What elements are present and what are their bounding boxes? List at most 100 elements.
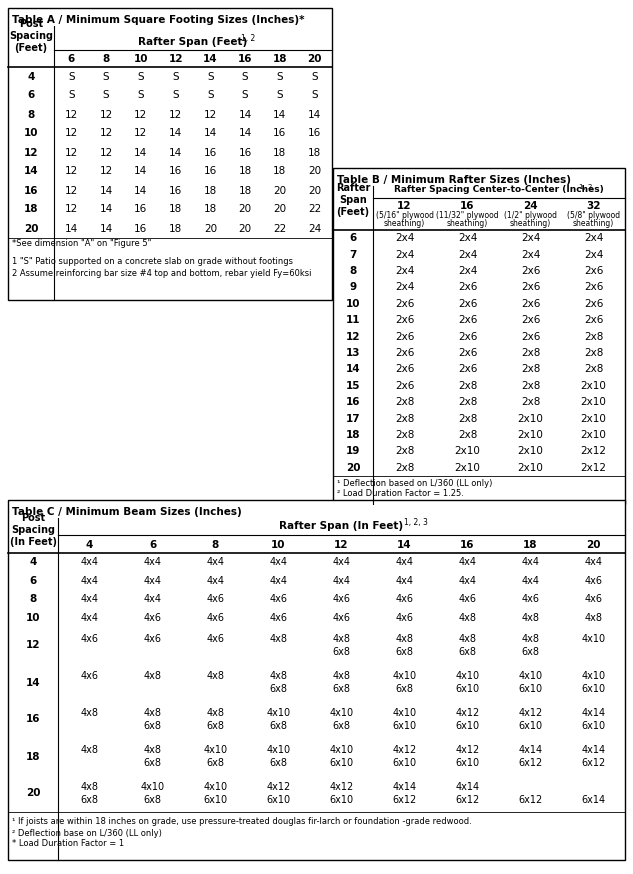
- Text: 6x8: 6x8: [332, 647, 351, 656]
- Text: 4x4: 4x4: [206, 558, 225, 567]
- Text: S: S: [207, 72, 214, 81]
- Text: 4x6: 4x6: [332, 594, 351, 604]
- Text: 6x14: 6x14: [582, 794, 606, 805]
- Text: 4x6: 4x6: [458, 594, 477, 604]
- Text: 14: 14: [99, 205, 113, 214]
- Text: 4x8: 4x8: [522, 635, 539, 644]
- Text: 14: 14: [346, 364, 360, 374]
- Text: 20: 20: [346, 463, 360, 473]
- Text: S: S: [172, 72, 179, 81]
- Text: 4x6: 4x6: [206, 594, 225, 604]
- Text: 22: 22: [308, 205, 322, 214]
- Text: 4x12: 4x12: [329, 782, 354, 792]
- Text: Post
Spacing
(In Feet): Post Spacing (In Feet): [9, 513, 56, 546]
- Text: 16: 16: [346, 397, 360, 407]
- Text: 2x8: 2x8: [584, 364, 603, 374]
- Text: 16: 16: [308, 128, 322, 138]
- Text: 2x10: 2x10: [580, 397, 606, 407]
- Text: 4x6: 4x6: [584, 576, 603, 586]
- Text: 4x4: 4x4: [396, 558, 413, 567]
- Text: 16: 16: [134, 224, 147, 233]
- Text: 4x8: 4x8: [458, 613, 477, 623]
- Text: 4x8: 4x8: [144, 746, 161, 755]
- Text: 4x10: 4x10: [329, 746, 354, 755]
- Text: 14: 14: [397, 540, 412, 550]
- Text: 4x8: 4x8: [332, 635, 351, 644]
- Text: 12: 12: [99, 109, 113, 120]
- Text: 2x8: 2x8: [521, 348, 540, 358]
- Text: 2x12: 2x12: [580, 463, 606, 473]
- Text: 12: 12: [346, 331, 360, 342]
- Text: (11/32" plywood: (11/32" plywood: [436, 211, 499, 219]
- Text: 2x4: 2x4: [395, 266, 414, 276]
- Text: 6: 6: [27, 91, 35, 101]
- Text: 12: 12: [65, 185, 78, 196]
- Text: 4x4: 4x4: [80, 558, 99, 567]
- Text: 4x8: 4x8: [458, 635, 477, 644]
- Text: 2x6: 2x6: [521, 331, 540, 342]
- Text: 4x4: 4x4: [270, 576, 287, 586]
- Text: 20: 20: [26, 788, 41, 799]
- Text: 2x6: 2x6: [395, 364, 414, 374]
- Text: 4x6: 4x6: [522, 594, 539, 604]
- Text: 18: 18: [308, 148, 322, 157]
- Text: 20: 20: [24, 224, 38, 233]
- Text: 14: 14: [99, 185, 113, 196]
- Text: 12: 12: [65, 148, 78, 157]
- Text: 18: 18: [169, 224, 182, 233]
- Text: 11: 11: [346, 316, 360, 325]
- Text: 2x4: 2x4: [458, 233, 477, 243]
- Text: 2x4: 2x4: [521, 250, 540, 260]
- Text: 12: 12: [134, 128, 147, 138]
- Text: 2x10: 2x10: [454, 447, 480, 456]
- Text: 20: 20: [204, 224, 217, 233]
- Text: 2x6: 2x6: [458, 316, 477, 325]
- Text: 4x6: 4x6: [206, 613, 225, 623]
- Text: 18: 18: [346, 430, 360, 440]
- Text: 6x8: 6x8: [332, 683, 351, 694]
- Text: 2x6: 2x6: [458, 348, 477, 358]
- Text: ¹ If joists are within 18 inches on grade, use pressure-treated douglas fir-larc: ¹ If joists are within 18 inches on grad…: [12, 817, 472, 827]
- Text: 2x8: 2x8: [521, 397, 540, 407]
- Text: 2x6: 2x6: [584, 316, 603, 325]
- Text: 2x8: 2x8: [584, 331, 603, 342]
- Text: Rafter
Span
(Feet): Rafter Span (Feet): [336, 184, 370, 217]
- Text: 2x6: 2x6: [458, 282, 477, 293]
- Text: 4x4: 4x4: [80, 576, 99, 586]
- Text: 4x4: 4x4: [270, 558, 287, 567]
- Text: 1, 2, 3: 1, 2, 3: [403, 518, 427, 528]
- Text: 2x6: 2x6: [521, 299, 540, 309]
- Text: 4x8: 4x8: [144, 671, 161, 681]
- Text: 15: 15: [346, 381, 360, 391]
- Text: 12: 12: [26, 641, 41, 650]
- Text: 14: 14: [99, 224, 113, 233]
- Text: 10: 10: [346, 299, 360, 309]
- Text: 6x12: 6x12: [518, 794, 542, 805]
- Text: 20: 20: [273, 185, 287, 196]
- Text: 4x14: 4x14: [582, 746, 606, 755]
- Text: 4x14: 4x14: [455, 782, 480, 792]
- Text: 6x10: 6x10: [455, 683, 480, 694]
- Text: 2x4: 2x4: [521, 233, 540, 243]
- Text: 4x6: 4x6: [80, 671, 99, 681]
- Text: 4x6: 4x6: [270, 594, 287, 604]
- Text: 2x4: 2x4: [458, 250, 477, 260]
- Text: 4x8: 4x8: [206, 708, 225, 718]
- Text: 8: 8: [29, 594, 37, 604]
- Text: 16: 16: [460, 201, 475, 211]
- Text: 8: 8: [103, 54, 110, 64]
- Text: 14: 14: [239, 109, 252, 120]
- Text: 14: 14: [26, 677, 41, 688]
- Text: (1/2" plywood: (1/2" plywood: [504, 211, 557, 219]
- Text: 6: 6: [349, 233, 356, 243]
- Text: 2x12: 2x12: [580, 447, 606, 456]
- Text: 6x8: 6x8: [144, 794, 161, 805]
- Text: 2x4: 2x4: [395, 250, 414, 260]
- Text: 2x8: 2x8: [395, 397, 414, 407]
- Text: Rafter Span (In Feet): Rafter Span (In Feet): [279, 521, 404, 531]
- Text: 6x10: 6x10: [455, 721, 480, 731]
- Text: 12: 12: [99, 128, 113, 138]
- Text: 4x6: 4x6: [144, 613, 161, 623]
- Text: 16: 16: [134, 205, 147, 214]
- Text: 17: 17: [346, 413, 360, 424]
